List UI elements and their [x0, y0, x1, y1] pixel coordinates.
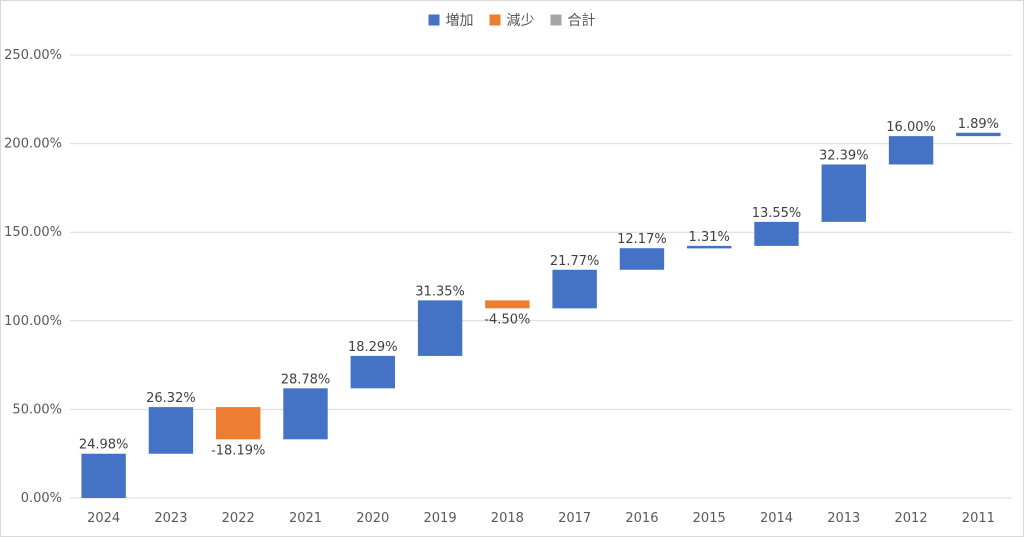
legend-label: 減少 — [507, 12, 535, 29]
y-tick-label: 100.00% — [4, 314, 62, 329]
x-tick-label: 2011 — [962, 511, 995, 526]
legend-item: 増加 — [428, 13, 474, 29]
legend-item: 減少 — [489, 12, 535, 29]
y-tick-label: 0.00% — [21, 491, 62, 506]
waterfall-bar — [417, 300, 463, 356]
data-label: 24.98% — [79, 438, 129, 453]
data-label: 13.55% — [752, 206, 802, 221]
waterfall-bar — [754, 221, 799, 246]
x-tick-label: 2017 — [558, 511, 591, 526]
legend-label: 増加 — [446, 13, 474, 29]
legend-label: 合計 — [568, 13, 596, 29]
data-label: 31.35% — [415, 284, 465, 299]
x-axis-tick-labels: 2024 2023 2022 2021 2020 2019 2018 2017 2016 2015… — [87, 511, 995, 526]
data-labels: 24.98% 26.32% -18.19% 28.78% 18.29% 31.35% -4.… — [79, 117, 999, 459]
data-label: 16.00% — [886, 120, 936, 135]
data-label: 28.78% — [281, 372, 331, 387]
x-tick-label: 2023 — [154, 511, 187, 526]
x-tick-label: 2020 — [356, 511, 389, 526]
waterfall-bar — [216, 407, 261, 440]
data-label: 12.17% — [617, 232, 667, 247]
x-tick-label: 2022 — [222, 511, 255, 526]
waterfall-bar — [821, 164, 866, 222]
waterfall-bar — [888, 136, 934, 165]
x-tick-label: 2019 — [424, 511, 457, 526]
data-label: 1.89% — [958, 117, 999, 132]
waterfall-bar — [956, 132, 1001, 137]
x-tick-label: 2021 — [289, 511, 322, 526]
x-tick-label: 2016 — [625, 511, 658, 526]
legend: 増加 減少 合計 — [428, 12, 596, 29]
data-label: 26.32% — [146, 391, 196, 406]
bars — [81, 132, 1001, 498]
y-tick-label: 200.00% — [4, 137, 62, 152]
x-tick-label: 2013 — [827, 511, 860, 526]
x-tick-label: 2018 — [491, 511, 524, 526]
legend-swatch — [550, 14, 562, 26]
y-tick-label: 250.00% — [4, 48, 62, 63]
data-label: 1.31% — [689, 230, 730, 245]
data-label: 32.39% — [819, 148, 869, 163]
x-tick-label: 2014 — [760, 511, 793, 526]
x-tick-label: 2015 — [693, 511, 726, 526]
legend-swatch — [428, 14, 440, 26]
y-tick-label: 50.00% — [12, 402, 62, 417]
waterfall-bar — [619, 248, 665, 270]
waterfall-bar — [283, 388, 328, 440]
waterfall-bar — [81, 453, 126, 498]
legend-item: 合計 — [550, 13, 596, 29]
data-label: 18.29% — [348, 340, 398, 355]
data-label: 21.77% — [550, 254, 600, 269]
legend-swatch — [489, 14, 501, 26]
gridlines — [70, 54, 1012, 499]
y-tick-label: 150.00% — [4, 225, 62, 240]
waterfall-bar — [350, 355, 395, 389]
data-label: -4.50% — [484, 312, 530, 327]
waterfall-bar — [687, 245, 732, 249]
waterfall-bar — [148, 407, 194, 454]
x-tick-label: 2012 — [895, 511, 928, 526]
data-label: -18.19% — [211, 443, 265, 458]
waterfall-bar — [485, 300, 530, 309]
x-tick-label: 2024 — [87, 511, 120, 526]
y-axis-tick-labels: 0.00% 50.00% 100.00% 150.00% 200.00% 250.00% — [4, 48, 62, 506]
waterfall-bar — [552, 269, 597, 309]
